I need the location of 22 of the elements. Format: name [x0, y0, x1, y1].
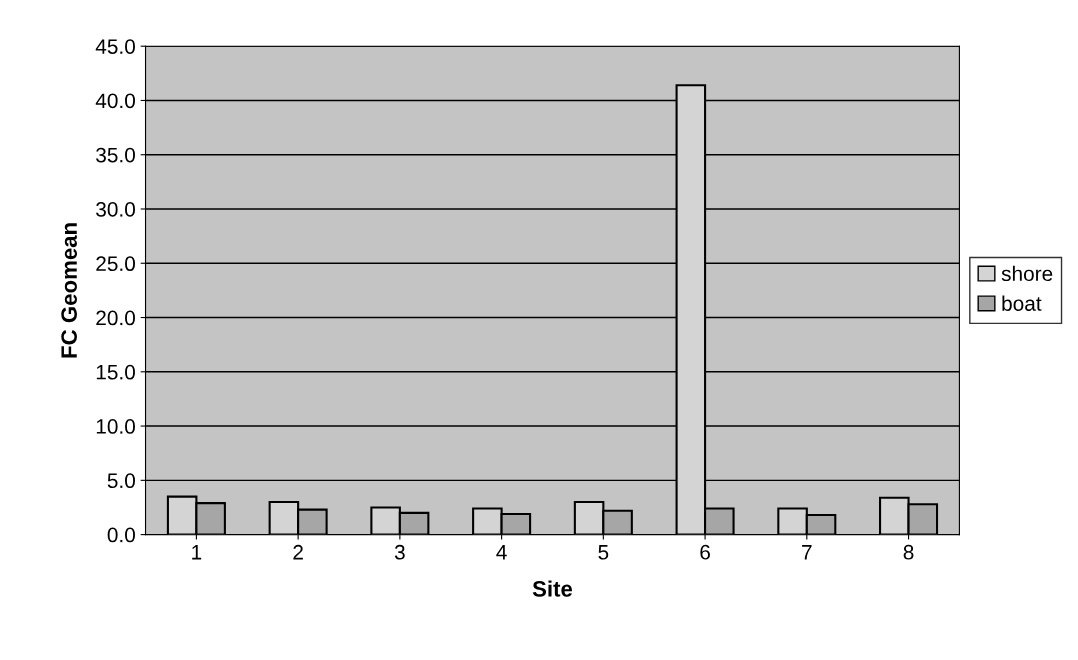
legend-label: shore	[1001, 265, 1053, 282]
x-tick-label: 2	[293, 544, 303, 560]
y-tick-label: 15.0	[96, 364, 135, 380]
y-tick-label: 25.0	[96, 256, 135, 272]
y-tick-label: 10.0	[96, 419, 135, 434]
y-tick-label: 5.0	[107, 473, 135, 489]
y-axis-title: FC Geomean	[61, 223, 77, 358]
y-tick-label: 45.0	[95, 39, 135, 54]
x-tick-label: 6	[700, 544, 710, 560]
y-tick-label: 40.0	[95, 93, 135, 109]
y-tick-label: 0.0	[107, 527, 135, 543]
x-tick-label: 5	[598, 545, 609, 560]
x-tick-label: 3	[394, 544, 405, 560]
y-tick-label: 20.0	[96, 310, 135, 326]
y-tick-label: 30.0	[96, 202, 135, 217]
y-tick-label: 35.0	[96, 147, 135, 163]
x-tick-label: 4	[496, 545, 507, 560]
x-tick-label: 8	[903, 544, 914, 560]
x-tick-label: 7	[802, 545, 812, 560]
legend-label: boat	[1002, 295, 1042, 311]
x-axis-title: Site	[532, 580, 573, 597]
x-tick-label: 1	[192, 545, 202, 560]
